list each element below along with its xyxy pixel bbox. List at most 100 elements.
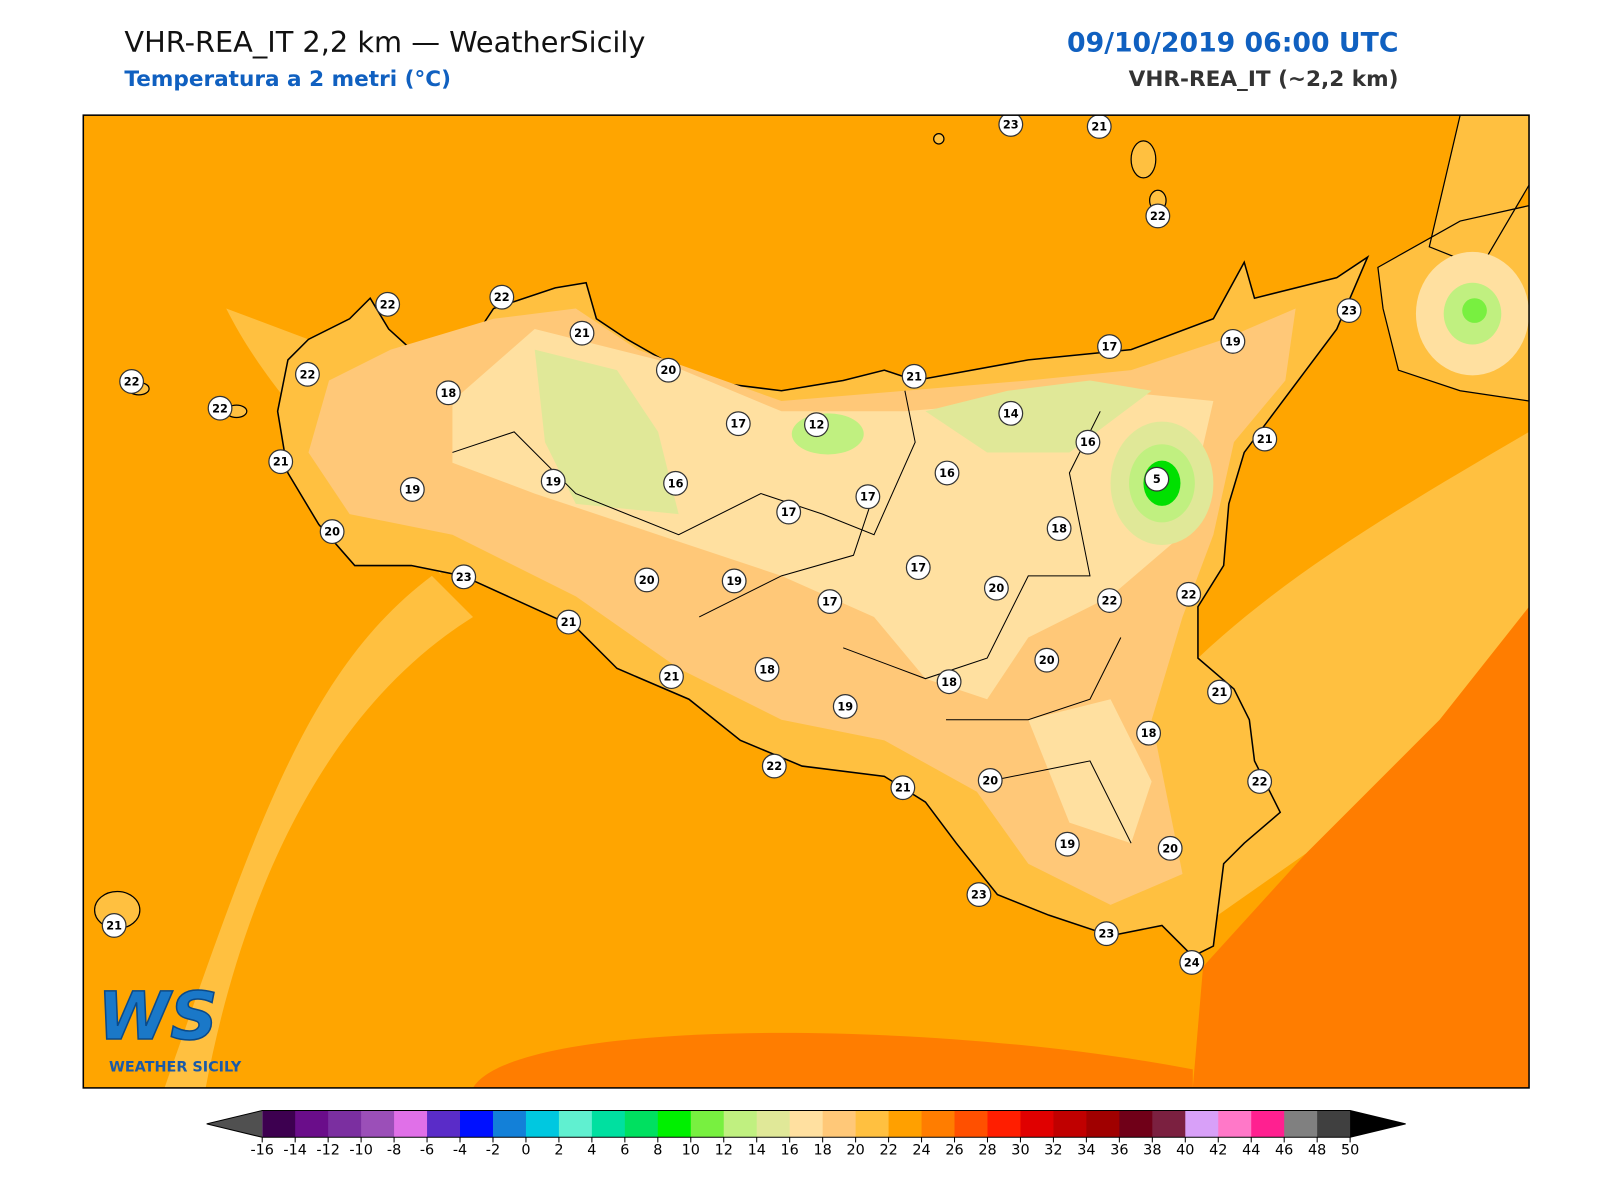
station-marker <box>634 567 660 593</box>
station-value: 17 <box>822 596 838 609</box>
colorbar-tick-label: 42 <box>1209 1143 1227 1159</box>
title: VHR-REA_IT 2,2 km — WeatherSicily <box>124 25 645 59</box>
station-marker <box>1179 950 1205 975</box>
colorbar-bin <box>361 1110 395 1138</box>
station-value: 23 <box>456 571 472 584</box>
colorbar-tick-label: 12 <box>715 1143 733 1159</box>
colorbar-bin <box>328 1110 362 1138</box>
colorbar-tick-label: 24 <box>912 1143 930 1159</box>
logo: WS WEATHER SICILY <box>97 977 242 1075</box>
station-value: 21 <box>1212 686 1228 699</box>
subtitle: Temperatura a 2 metri (°C) <box>124 67 451 92</box>
station-marker <box>817 589 843 614</box>
colorbar-bin <box>460 1110 494 1138</box>
station-value: 21 <box>273 456 289 469</box>
station-value: 20 <box>1039 654 1055 667</box>
colorbar-bin <box>789 1110 824 1138</box>
colorbar-tick-label: 6 <box>620 1143 629 1159</box>
station-value: 18 <box>1141 727 1157 740</box>
colorbar-tick-label: -6 <box>420 1143 434 1159</box>
colorbar-bin <box>1152 1110 1186 1138</box>
colorbar-over <box>1350 1110 1406 1138</box>
station-value: 17 <box>1102 341 1118 354</box>
station-value: 19 <box>837 700 853 713</box>
province-borders <box>452 390 1132 844</box>
colorbar-tick-label: -12 <box>316 1143 339 1159</box>
colorbar-bin <box>394 1110 428 1138</box>
station-value: 19 <box>1225 335 1241 348</box>
colorbar-tick-label: 14 <box>748 1143 766 1159</box>
station-value: 23 <box>1003 118 1019 131</box>
logo-mark: WS <box>98 978 218 1055</box>
station-marker <box>489 284 515 310</box>
station-value: 23 <box>1341 305 1357 318</box>
station-value: 22 <box>1102 595 1118 608</box>
station-marker <box>295 361 320 387</box>
colorbar: -16 -14 -12 -10 -8 -6 -4 -2 0 2 4 6 8 10 12 14 16 18 20 22 2… <box>206 1110 1406 1159</box>
station-value: 17 <box>781 506 797 519</box>
colorbar-bin <box>855 1110 890 1138</box>
station-marker <box>1075 429 1101 455</box>
colorbar-tick-label: -4 <box>453 1143 467 1159</box>
colorbar-tick-label: 26 <box>945 1143 963 1159</box>
colorbar-tick-label: 34 <box>1077 1143 1095 1159</box>
station-value: 20 <box>324 526 340 539</box>
station-value: 21 <box>664 671 680 684</box>
station-marker <box>1176 581 1202 607</box>
colorbar-bin <box>1053 1110 1087 1138</box>
colorbar-bin <box>723 1110 758 1138</box>
station-value: 22 <box>1181 588 1197 601</box>
colorbar-bin <box>1317 1110 1351 1138</box>
station-marker <box>1086 115 1112 139</box>
station-value: 16 <box>939 467 955 480</box>
colorbar-bin <box>558 1110 593 1138</box>
colorbar-tick-label: 48 <box>1308 1143 1326 1159</box>
colorbar-bin <box>888 1110 923 1138</box>
colorbar-bin <box>492 1110 527 1138</box>
colorbar-bin <box>1119 1110 1153 1138</box>
station-marker <box>776 499 802 525</box>
colorbar-bin <box>624 1110 659 1138</box>
station-value: 20 <box>661 364 677 377</box>
calabria-core <box>1462 298 1487 323</box>
station-marker <box>101 913 127 938</box>
station-marker <box>890 775 916 801</box>
station-value: 21 <box>574 327 590 340</box>
station-value: 22 <box>380 298 396 311</box>
colorbar-tick-label: 28 <box>978 1143 996 1159</box>
island <box>933 133 945 145</box>
station-value: 19 <box>545 475 561 488</box>
colorbar-bin <box>591 1110 626 1138</box>
station-value: 20 <box>639 574 655 587</box>
station-value: 14 <box>1003 407 1019 420</box>
station-value: 17 <box>910 562 926 575</box>
station-value: 24 <box>1184 956 1200 969</box>
station-marker <box>721 568 747 594</box>
date: 09/10/2019 06:00 UTC <box>1067 28 1398 59</box>
station-marker <box>1097 588 1122 613</box>
station-marker <box>659 664 684 690</box>
station-marker <box>1207 679 1232 705</box>
colorbar-bin <box>1185 1110 1219 1138</box>
station-marker <box>435 380 461 406</box>
station-marker <box>655 357 681 383</box>
station-marker <box>1046 516 1072 541</box>
colorbar-tick-label: 2 <box>554 1143 563 1159</box>
station-value: 20 <box>982 774 998 787</box>
station-value: 20 <box>989 582 1005 595</box>
station-value: 21 <box>106 919 122 932</box>
colorbar-bin <box>822 1110 857 1138</box>
station-value: 21 <box>561 616 577 629</box>
station-marker <box>1097 334 1122 359</box>
station-value: 22 <box>212 402 228 415</box>
colorbar-bin <box>954 1110 989 1138</box>
colorbar-bin <box>756 1110 791 1138</box>
colorbar-bin <box>690 1110 725 1138</box>
colorbar-bin <box>657 1110 692 1138</box>
station-value: 21 <box>906 370 922 383</box>
station-marker <box>966 882 992 908</box>
logo-text: WEATHER SICILY <box>109 1059 242 1075</box>
colorbar-bin <box>295 1110 329 1138</box>
